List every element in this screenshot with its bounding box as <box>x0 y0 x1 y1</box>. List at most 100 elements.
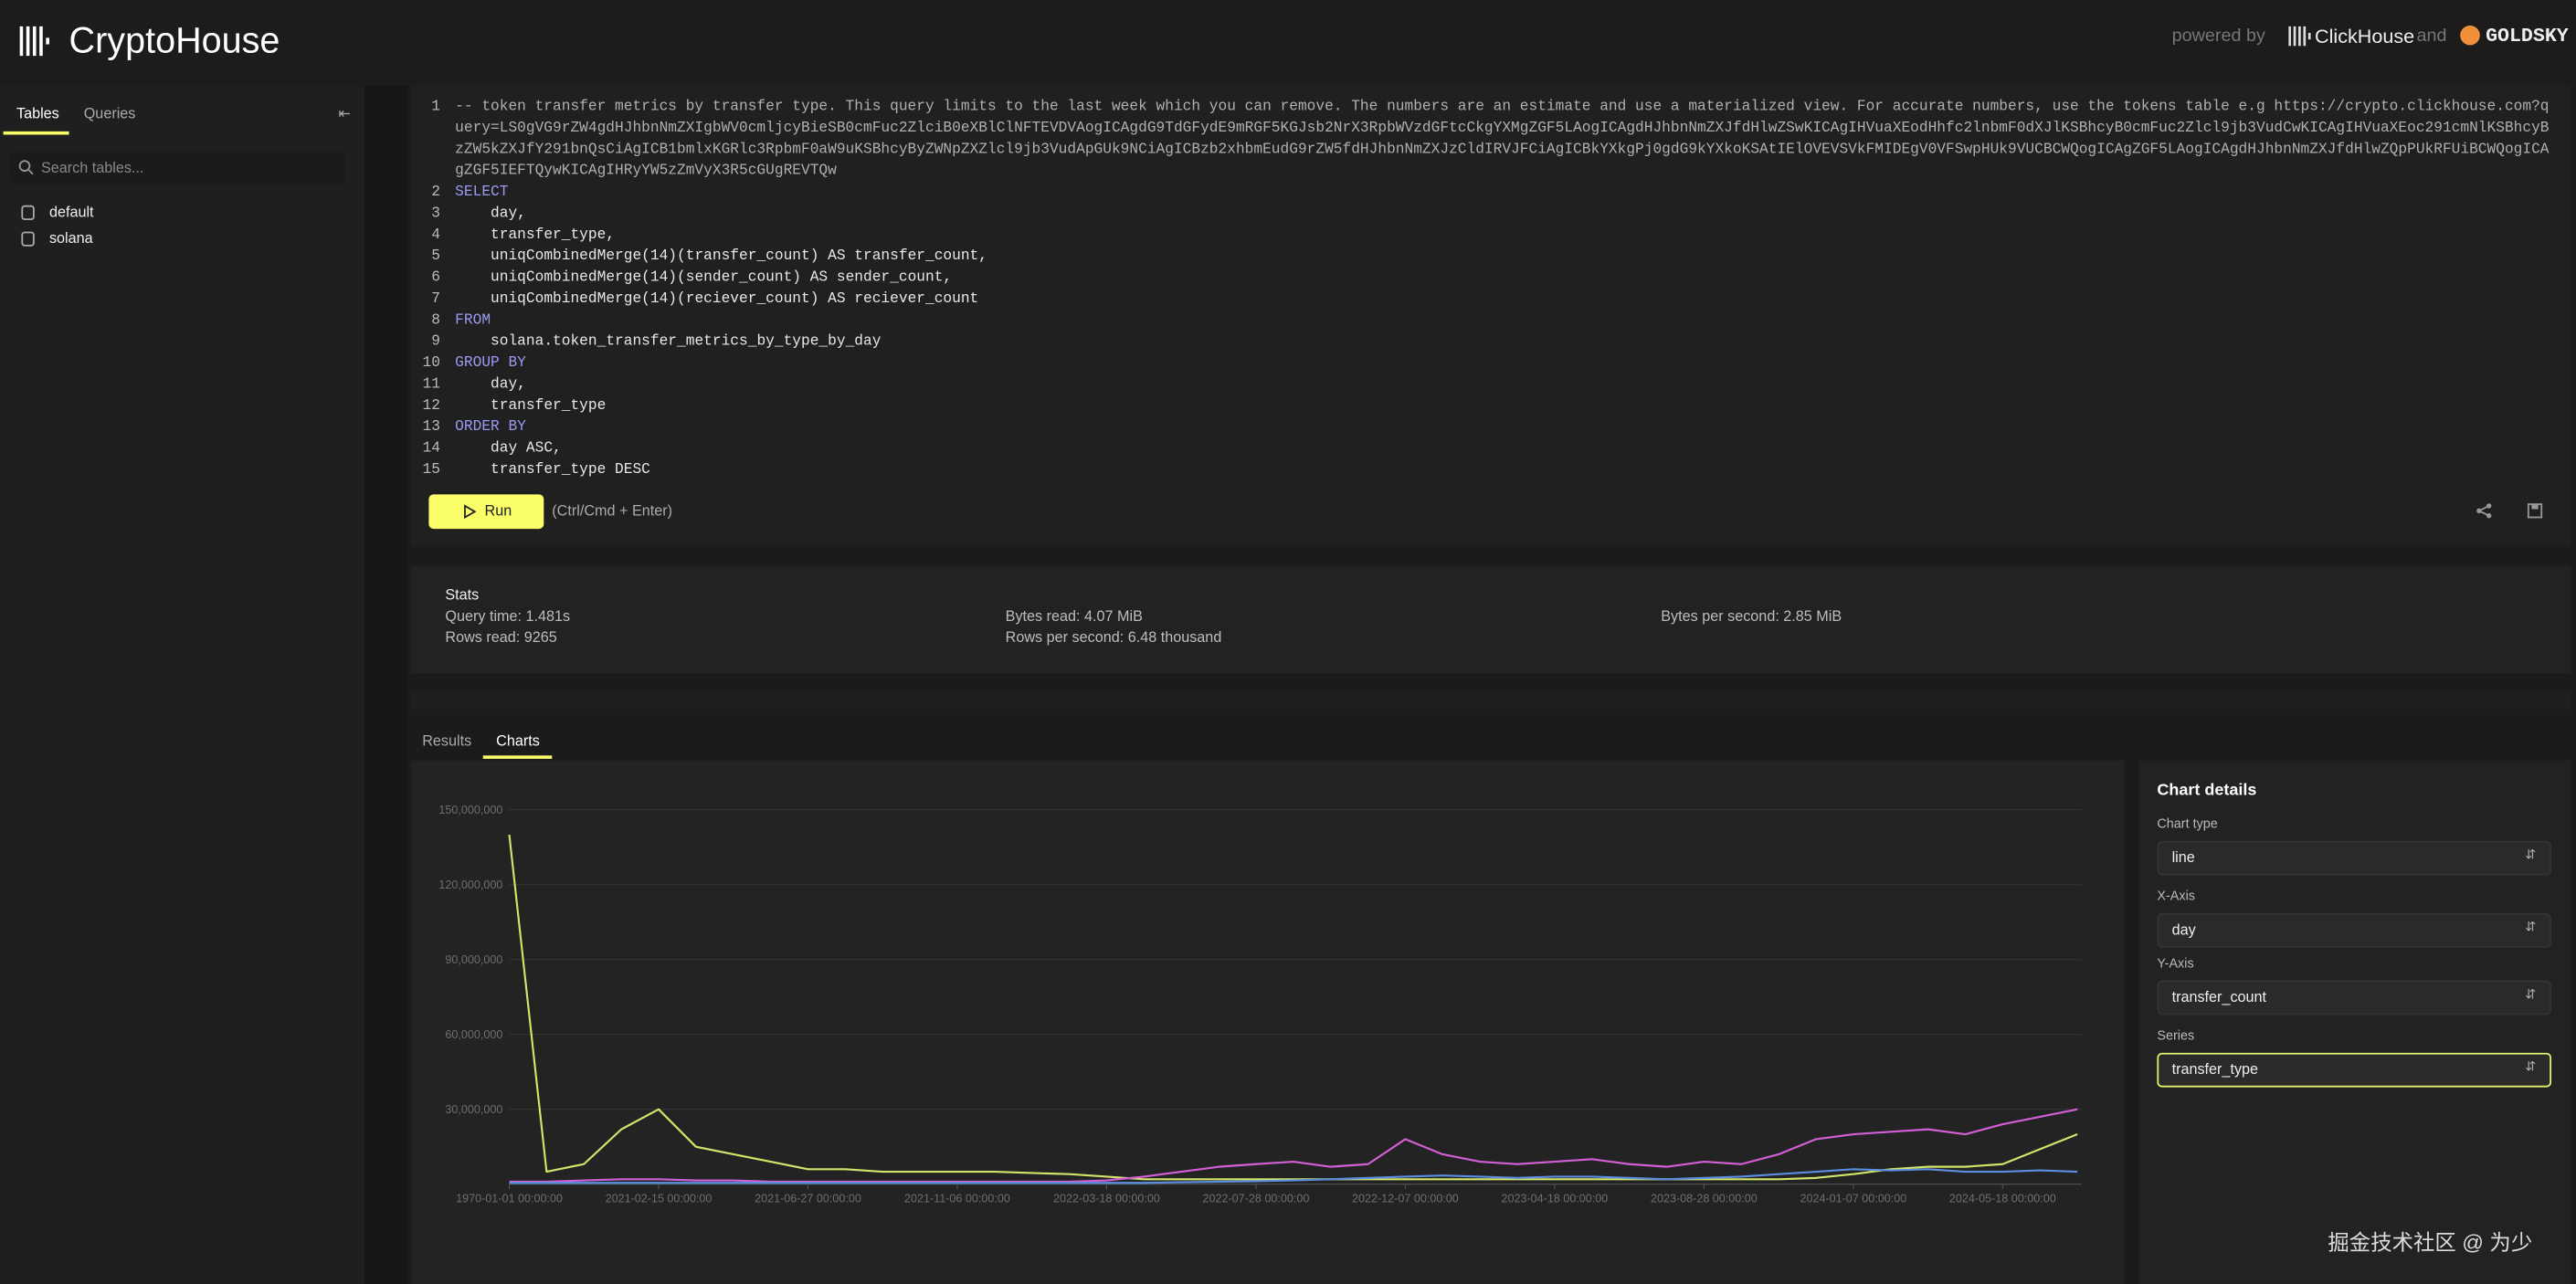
search-placeholder: Search tables... <box>40 159 144 176</box>
code-line: uniqCombinedMerge(14)(reciever_count) AS… <box>455 290 979 308</box>
line-number: 14 <box>422 439 440 457</box>
code-line: SELECT <box>455 184 509 201</box>
stat: Rows read: 9265 <box>445 628 557 646</box>
x-tick-label: 2023-04-18 00:00:00 <box>1501 1192 1608 1205</box>
field-label: Series <box>2157 1027 2195 1044</box>
brand: CryptoHouse <box>69 19 280 61</box>
series-line <box>508 834 2078 1181</box>
table-name[interactable]: solana <box>48 229 93 247</box>
stat: Query time: 1.481s <box>445 607 571 625</box>
sidebar-tab[interactable]: Tables <box>16 105 59 122</box>
line-number: 3 <box>431 205 440 222</box>
result-tab[interactable]: Results <box>422 732 472 750</box>
field-label: Y-Axis <box>2157 955 2194 971</box>
stats-panel <box>410 566 2571 674</box>
x-tick-label: 2021-11-06 00:00:00 <box>904 1192 1010 1205</box>
stats-title: Stats <box>445 586 480 604</box>
chevron: ⇵ <box>2525 1059 2537 1075</box>
y-tick-label: 120,000,000 <box>438 879 502 891</box>
line-number: 15 <box>422 461 440 479</box>
x-tick-label: 2024-05-18 00:00:00 <box>1949 1192 2056 1205</box>
select[interactable]: transfer_type <box>2157 1052 2552 1088</box>
search-box[interactable] <box>9 151 345 184</box>
y-tick-label: 30,000,000 <box>445 1103 502 1116</box>
chevron: ⇵ <box>2525 920 2537 935</box>
code-line: uniqCombinedMerge(14)(transfer_count) AS… <box>455 247 987 265</box>
db-icon <box>21 231 35 247</box>
x-tick-label: 2023-08-28 00:00:00 <box>1651 1192 1758 1205</box>
goldsky-icon <box>2460 25 2480 46</box>
series-line <box>509 1168 2078 1184</box>
x-tick-label: 2022-12-07 00:00:00 <box>1352 1192 1459 1205</box>
chart-panel <box>410 760 2125 1284</box>
select[interactable]: line <box>2157 840 2552 876</box>
select-value: day <box>2171 921 2196 938</box>
divider <box>364 85 408 1284</box>
run-button[interactable] <box>428 494 544 530</box>
resizer[interactable] <box>410 689 2571 710</box>
code-line: day, <box>455 205 526 222</box>
code-line: transfer_type DESC <box>455 461 650 479</box>
code-line: day ASC, <box>455 439 562 457</box>
and: and <box>2416 26 2447 47</box>
tab-indicator <box>3 131 69 135</box>
stat: Bytes read: 4.07 MiB <box>1005 607 1143 625</box>
select-value: transfer_type <box>2171 1060 2259 1078</box>
partner: GOLDSKY <box>2486 24 2569 48</box>
share-icon[interactable] <box>2476 502 2492 519</box>
select[interactable]: transfer_count <box>2157 980 2552 1016</box>
line-number: 6 <box>431 268 440 286</box>
code-line: day, <box>455 375 526 393</box>
stat: Rows per second: 6.48 thousand <box>1005 628 1222 646</box>
field-label: X-Axis <box>2157 888 2195 904</box>
line-number: 2 <box>431 184 440 201</box>
chevron: ⇵ <box>2525 847 2537 863</box>
y-tick-label: 150,000,000 <box>438 804 502 816</box>
code-line: transfer_type, <box>455 226 616 244</box>
line-number: 10 <box>422 354 440 372</box>
x-tick-label: 2024-01-07 00:00:00 <box>1800 1192 1906 1205</box>
clickhouse-icon <box>2288 26 2311 47</box>
line-number: 1 <box>431 98 440 115</box>
code-line: solana.token_transfer_metrics_by_type_by… <box>455 333 882 351</box>
line-number: 9 <box>431 333 440 351</box>
sidebar <box>0 85 365 1284</box>
code-line: -- token transfer metrics by transfer ty… <box>455 98 2550 180</box>
line-number: 4 <box>431 226 440 244</box>
collapse-icon[interactable]: ⇤ <box>338 105 352 122</box>
x-tick-label: 2022-07-28 00:00:00 <box>1203 1192 1310 1205</box>
y-tick-label: 60,000,000 <box>445 1028 502 1041</box>
watermark: 掘金技术社区 @ 为少 <box>2328 1230 2533 1256</box>
line-number: 7 <box>431 290 440 308</box>
code-line: FROM <box>455 311 491 329</box>
series-line <box>509 1108 2078 1184</box>
run-label: Run <box>484 502 512 520</box>
code-line: GROUP BY <box>455 354 526 372</box>
line-number: 12 <box>422 397 440 415</box>
logo-icon <box>19 26 49 57</box>
code-line: uniqCombinedMerge(14)(sender_count) AS s… <box>455 268 953 286</box>
line-number: 11 <box>422 375 440 393</box>
line-number: 13 <box>422 418 440 436</box>
header <box>0 0 2576 86</box>
details-title: Chart details <box>2157 782 2257 800</box>
db-icon <box>21 205 35 220</box>
y-tick-label: 90,000,000 <box>445 953 502 966</box>
result-tab[interactable]: Charts <box>496 732 540 750</box>
line-number: 5 <box>431 247 440 265</box>
editor <box>410 85 2571 547</box>
chevron: ⇵ <box>2525 986 2537 1003</box>
select-value: line <box>2171 848 2195 866</box>
sidebar-tab[interactable]: Queries <box>83 105 136 122</box>
table-name[interactable]: default <box>48 204 94 220</box>
search-icon <box>18 160 34 175</box>
code-line: transfer_type <box>455 397 607 415</box>
x-tick-label: 1970-01-01 00:00:00 <box>456 1192 563 1205</box>
save-icon[interactable] <box>2527 502 2543 519</box>
select[interactable]: day <box>2157 912 2552 948</box>
shortcut-hint: (Ctrl/Cmd + Enter) <box>552 502 673 520</box>
x-tick-label: 2021-02-15 00:00:00 <box>606 1192 713 1205</box>
